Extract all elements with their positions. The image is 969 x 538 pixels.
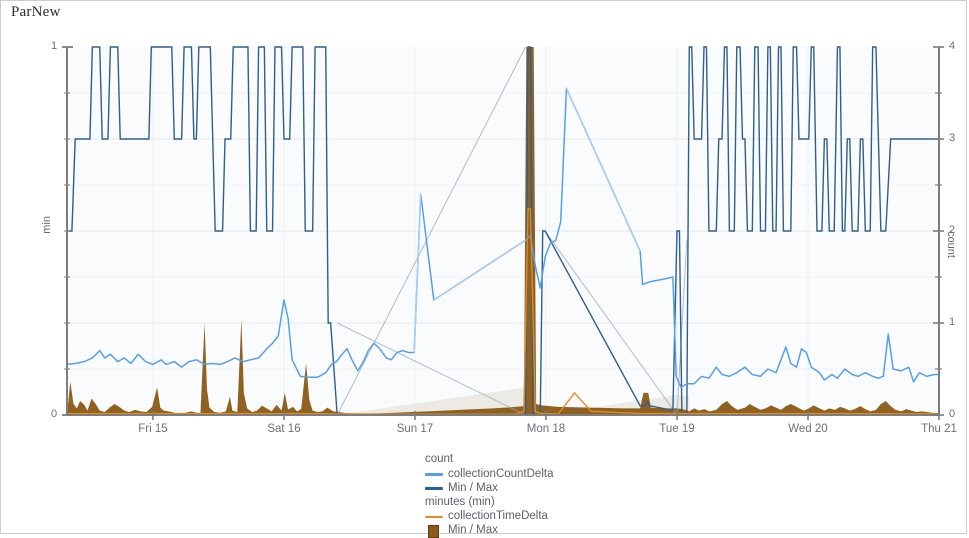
legend-item-label: collectionTimeDelta [448,510,548,523]
left-tick-label: 0 [51,408,58,420]
legend-item[interactable]: Min / Max [425,482,553,496]
left-tick-label: 1 [51,40,58,52]
x-tick-label: Thu 21 [921,423,957,435]
x-tick-label: Sun 17 [396,423,434,435]
legend-item-label: Min / Max [448,524,498,537]
legend-item[interactable]: collectionTimeDelta [425,510,553,524]
x-tick-label: Tue 19 [659,423,695,435]
x-tick-label: Mon 18 [526,423,566,435]
legend-item[interactable]: collectionCountDelta [425,468,553,482]
legend-line-swatch-icon [425,473,443,476]
legend-group-heading: minutes (min) [425,495,495,508]
legend-item-label: collectionCountDelta [448,467,554,480]
right-axis-title: count [945,231,957,258]
x-tick-label: Wed 20 [788,423,828,435]
legend-line-swatch-icon [425,515,443,519]
right-tick-label: 1 [949,316,956,328]
x-tick-label: Sat 16 [267,423,301,435]
legend-group-heading: count [425,453,454,465]
right-tick-label: 0 [949,408,956,420]
chart-legend: count collectionCountDelta Min / Max minute… [425,453,553,538]
right-tick-label: 4 [949,40,956,52]
page-title: ParNew [11,4,61,20]
legend-item-label: Min / Max [448,481,498,494]
right-tick-label: 3 [949,132,956,144]
legend-line-swatch-icon [425,487,443,490]
right-tick-label: 2 [949,224,956,236]
left-axis-title: min [41,216,53,234]
x-tick-label: Fri 15 [138,423,168,435]
